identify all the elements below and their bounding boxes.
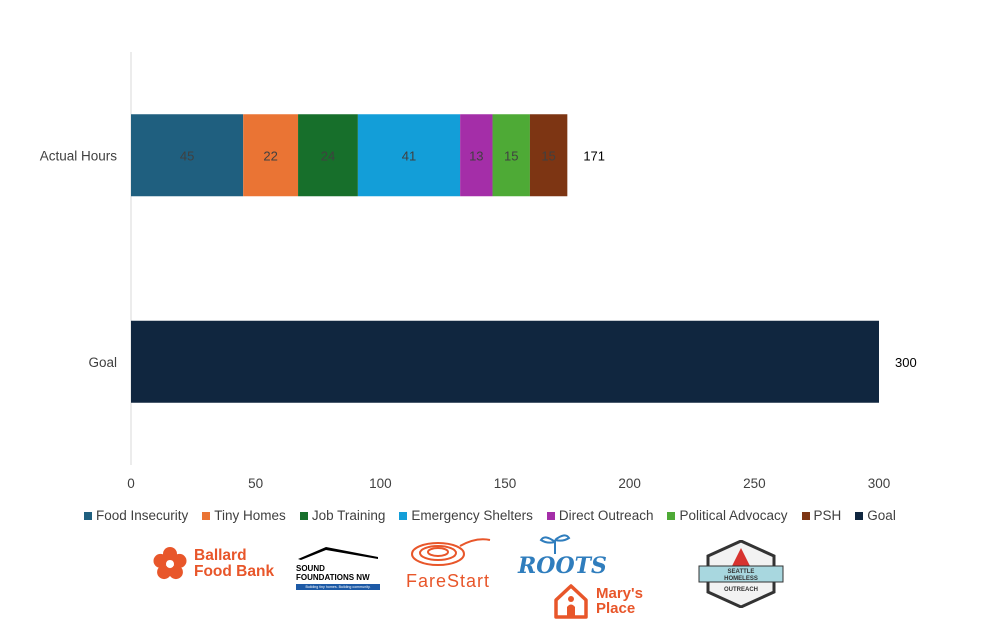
marys-line-2: Place [596, 600, 636, 617]
category-labels: Actual Hours Goal [40, 148, 118, 370]
legend-item: Tiny Homes [202, 508, 286, 523]
bar-value-label: 41 [402, 148, 416, 163]
roof-icon [298, 547, 378, 560]
bar-segment [243, 114, 299, 197]
shield-icon: SEATTLE HOMELESS OUTREACH [698, 539, 784, 609]
sound-foundations-nw-logo: SOUND FOUNDATIONS NW Building tiny homes… [296, 546, 380, 590]
legend-item: Food Insecurity [84, 508, 188, 523]
bar-segment [298, 114, 358, 197]
x-tick-label: 0 [127, 476, 135, 491]
ballard-line-1: Ballard [194, 547, 247, 564]
legend-item: PSH [801, 508, 842, 523]
legend-item: Emergency Shelters [399, 508, 533, 523]
legend-item: Direct Outreach [546, 508, 654, 523]
flower-icon [153, 547, 187, 580]
legend: Food Insecurity Tiny Homes Job Training Eme… [84, 508, 896, 523]
farestart-logo: FareStart [398, 534, 498, 592]
bar-value-label: 15 [541, 148, 555, 163]
legend-label: Political Advocacy [679, 508, 788, 523]
sfnw-tagline: Building tiny homes. Building community. [296, 584, 380, 590]
roots-logo: ROOTS [518, 532, 607, 579]
legend-label: Tiny Homes [214, 508, 286, 523]
legend-swatch [84, 511, 92, 520]
sho-line-3: OUTREACH [724, 587, 758, 593]
legend-swatch [202, 511, 211, 520]
x-tick-label: 250 [743, 476, 766, 491]
legend-item: Goal [855, 508, 896, 523]
sho-line-1: SEATTLE [728, 569, 755, 575]
bar-value-label: 15 [504, 148, 518, 163]
bar-total-label: 171 [583, 148, 605, 163]
sfnw-line-1: SOUND [296, 564, 325, 573]
seattle-homeless-outreach-logo: SEATTLE HOMELESS OUTREACH [698, 539, 784, 613]
bar-segment [131, 114, 244, 197]
legend-swatch [667, 511, 676, 520]
legend-label: Direct Outreach [558, 508, 654, 523]
legend-swatch [546, 511, 555, 520]
bar-value-label: 45 [180, 148, 194, 163]
marys-line-1: Mary's [596, 585, 643, 602]
stacked-bar-chart: 45 22 24 41 13 15 15 171 300 Actual Hours Goal 0 5… [40, 52, 917, 491]
bar-total-label: 300 [895, 355, 917, 370]
bar-value-label: 24 [321, 148, 335, 163]
legend-label: Goal [867, 508, 896, 523]
sprout-icon [539, 534, 571, 554]
legend-swatch [855, 511, 864, 520]
legend-label: Emergency Shelters [411, 508, 533, 523]
category-label: Actual Hours [40, 148, 118, 163]
legend-item: Political Advocacy [667, 508, 788, 523]
house-icon [554, 584, 588, 619]
roots-text: ROOTS [518, 553, 607, 579]
legend-label: Job Training [311, 508, 386, 523]
ballard-food-bank-logo: Ballard Food Bank [152, 546, 274, 582]
legend-swatch [299, 511, 308, 520]
marys-place-logo: Mary's Place [552, 582, 643, 620]
farestart-text: FareStart [405, 571, 491, 591]
bar-segment [529, 114, 568, 197]
category-label: Goal [88, 355, 117, 370]
legend-label: PSH [813, 508, 842, 523]
ballard-line-2: Food Bank [194, 563, 275, 580]
bars-group: 45 22 24 41 13 15 15 171 300 [131, 114, 917, 403]
legend-swatch [801, 511, 810, 520]
x-tick-label: 50 [248, 476, 263, 491]
x-tick-label: 200 [618, 476, 641, 491]
x-tick-label: 100 [369, 476, 392, 491]
bar-segment [357, 114, 461, 197]
x-tick-label: 300 [868, 476, 891, 491]
bar-segment [460, 114, 493, 197]
bar-segment [492, 114, 530, 197]
x-tick-labels: 0 50 100 150 200 250 300 [127, 476, 890, 491]
bar-value-label: 13 [469, 148, 483, 163]
x-tick-label: 150 [494, 476, 517, 491]
bar-value-label: 22 [263, 148, 277, 163]
legend-item: Job Training [299, 508, 386, 523]
bar-segment [131, 320, 879, 403]
sfnw-line-2: FOUNDATIONS NW [296, 572, 370, 582]
sho-line-2: HOMELESS [724, 576, 758, 582]
bowl-icon [411, 538, 491, 566]
legend-swatch [399, 511, 408, 520]
legend-label: Food Insecurity [96, 508, 189, 523]
